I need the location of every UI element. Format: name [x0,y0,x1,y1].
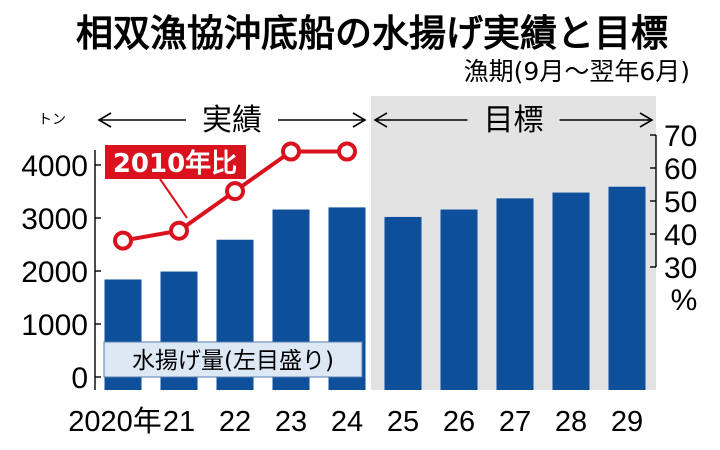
x-tick-label: 22 [219,406,251,438]
x-axis-labels: 2020年 21 22 23 24 25 26 27 28 29 [68,405,643,438]
x-tick-label: 2020年 [68,405,162,438]
left-axis-unit: トン [38,112,66,128]
ratio-line-series [113,141,357,251]
period-arrowhead [352,112,367,128]
left-axis-tick-label: 2000 [21,256,88,289]
period-arrowhead [373,112,388,128]
left-axis-tick-label: 0 [71,362,88,395]
ratio-point [281,141,301,162]
x-tick-label: 23 [275,406,307,438]
bar-legend-box [103,341,363,378]
line-legend-pointer [159,178,188,219]
x-tick-label: 28 [555,406,587,438]
x-tick-label: 25 [387,406,419,438]
right-axis-tick-label: 40 [664,219,697,252]
left-axis: 0 1000 2000 3000 4000 [21,150,101,395]
bar [384,216,422,390]
bar [608,186,646,390]
ratio-point [337,141,357,162]
x-tick-label: 26 [443,406,475,438]
x-tick-label: 27 [499,406,531,438]
bar [552,192,590,390]
ratio-point [225,181,245,202]
period-label: 目標 [484,103,544,138]
chart-title: 相双漁協沖底船の水揚げ実績と目標 [76,12,668,55]
chart-subtitle: 漁期(9月～翌年6月) [464,57,690,86]
ratio-point [113,230,133,251]
line-legend-box [105,145,246,179]
bar-legend-label: 水揚げ量(左目盛り) [132,348,334,374]
x-tick-label: 21 [163,406,195,438]
right-axis-tick-label: 60 [664,153,697,186]
right-axis-tick-label: 70 [664,120,697,153]
ratio-point [169,220,189,241]
x-tick-label: 29 [611,406,643,438]
bar [496,198,534,390]
right-axis-unit: % [671,284,698,317]
left-axis-tick-label: 3000 [21,203,88,236]
right-axis-tick-label: 30 [664,252,697,285]
left-axis-tick-label: 1000 [21,309,88,342]
right-axis-tick-label: 50 [664,186,697,219]
x-tick-label: 24 [331,406,363,438]
line-legend-label: 2010年比 [113,148,237,179]
period-arrowhead [97,112,112,128]
period-arrows: 実績 目標 [97,103,654,138]
period-label: 実績 [202,103,262,138]
bar [440,209,478,390]
period-arrowhead [639,112,654,128]
left-axis-tick-label: 4000 [21,150,88,183]
